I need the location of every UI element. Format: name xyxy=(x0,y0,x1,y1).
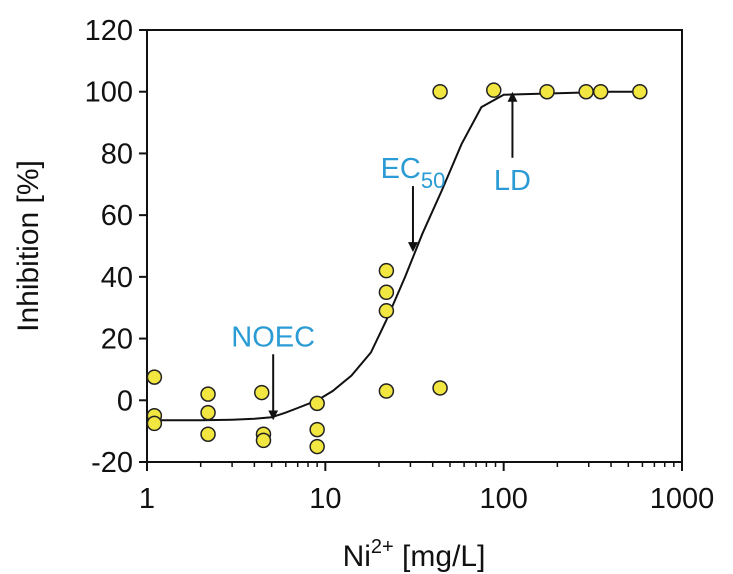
data-point xyxy=(309,395,325,412)
data-point xyxy=(200,386,216,402)
fit-curve-layer xyxy=(147,90,643,422)
plot-frame xyxy=(146,29,683,463)
y-axis-title: Inhibition [%] xyxy=(12,160,45,332)
data-point xyxy=(378,262,395,279)
data-point xyxy=(578,83,594,100)
data-point xyxy=(432,380,448,396)
data-point xyxy=(146,369,163,385)
data-point xyxy=(253,384,270,401)
x-tick-label: 10 xyxy=(309,483,341,515)
data-point xyxy=(378,284,395,301)
annotation-layer: NOEC EC50 LD xyxy=(231,91,531,421)
y-tick-label: -20 xyxy=(91,447,133,479)
data-point xyxy=(432,83,448,100)
data-point xyxy=(592,83,609,100)
data-point xyxy=(486,82,502,98)
annotation-subscript: 50 xyxy=(421,168,445,193)
data-point xyxy=(309,438,325,455)
y-tick-label: 100 xyxy=(85,77,133,109)
y-axis: -20 0 20 40 60 80 100 120 xyxy=(85,15,147,479)
data-point xyxy=(378,383,395,399)
x-axis-title-main: Ni xyxy=(343,540,371,573)
x-tick-label: 1 xyxy=(139,483,155,515)
data-point xyxy=(632,83,648,100)
data-point xyxy=(309,421,325,438)
y-tick-label: 120 xyxy=(85,15,133,47)
y-tick-label: 60 xyxy=(101,200,133,232)
x-axis-title-superscript: 2+ xyxy=(371,536,394,558)
y-tick-label: 40 xyxy=(101,262,133,294)
data-point xyxy=(539,83,555,100)
x-axis-title: Ni2+ [mg/L] xyxy=(343,536,486,573)
x-axis: 1 10 100 1000 xyxy=(139,462,714,515)
y-tick-label: 20 xyxy=(101,324,133,356)
annotation-label-ld: LD xyxy=(494,165,531,197)
data-point xyxy=(200,426,216,442)
x-axis-title-unit: [mg/L] xyxy=(394,540,486,573)
annotation-label-ec50: EC50 xyxy=(381,153,446,193)
x-tick-label: 100 xyxy=(479,483,527,515)
annotation-text: LD xyxy=(494,165,531,197)
y-tick-label: 0 xyxy=(117,385,133,417)
annotation-label-noec: NOEC xyxy=(231,321,315,353)
y-tick-label: 80 xyxy=(101,138,133,170)
x-tick-label: 1000 xyxy=(650,483,715,515)
data-point xyxy=(146,415,163,432)
data-point xyxy=(200,404,216,421)
annotation-text: EC xyxy=(381,153,421,185)
data-point xyxy=(255,432,272,449)
data-points-layer xyxy=(146,82,648,455)
fit-curve-line xyxy=(147,90,643,422)
data-point xyxy=(378,303,395,319)
annotation-text: NOEC xyxy=(231,321,315,353)
